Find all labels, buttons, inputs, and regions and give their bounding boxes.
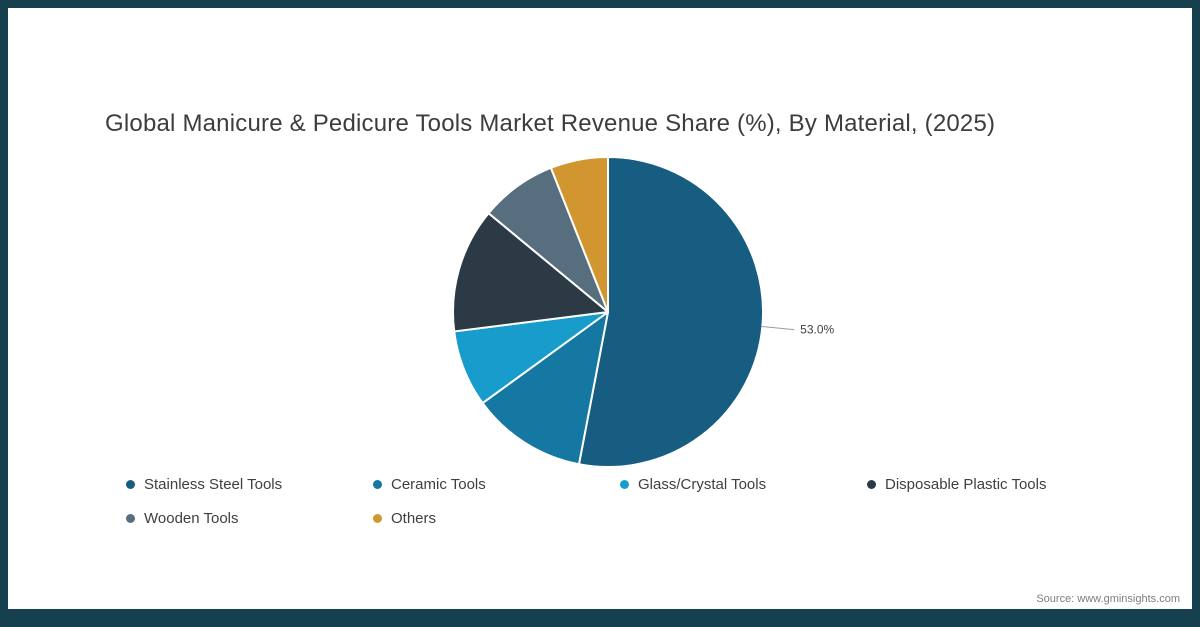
- legend-label: Others: [391, 509, 437, 527]
- legend-dot-wooden-tools: [126, 513, 135, 523]
- legend-item-ceramic-tools: Ceramic Tools: [373, 474, 620, 494]
- callout-leader-line: [761, 325, 795, 331]
- legend-item-others: Others: [373, 508, 620, 528]
- pie-slice-others: [549, 156, 609, 313]
- legend-item-wooden-tools: Wooden Tools: [126, 508, 373, 528]
- pie-slice-ceramic-tools: [481, 311, 609, 466]
- legend-label: Disposable Plastic Tools: [885, 475, 1047, 493]
- legend-dot-glass-crystal-tools: [620, 479, 629, 489]
- legend-label: Stainless Steel Tools: [144, 475, 283, 493]
- legend-item-stainless-steel-tools: Stainless Steel Tools: [126, 474, 373, 494]
- source-note: Source: www.gminsights.com: [1036, 593, 1180, 605]
- chart-title: Global Manicure & Pedicure Tools Market …: [105, 110, 996, 137]
- legend-dot-stainless-steel-tools: [126, 479, 135, 489]
- legend-dot-ceramic-tools: [373, 479, 382, 489]
- legend-dot-others: [373, 513, 382, 523]
- legend-label: Wooden Tools: [144, 509, 239, 527]
- legend-label: Ceramic Tools: [391, 475, 486, 493]
- legend-label: Glass/Crystal Tools: [638, 475, 767, 493]
- legend-item-glass-crystal-tools: Glass/Crystal Tools: [620, 474, 867, 494]
- legend-dot-disposable-plastic-tools: [867, 479, 876, 489]
- legend: Stainless Steel Tools Ceramic Tools Glas…: [126, 474, 1127, 528]
- legend-item-disposable-plastic-tools: Disposable Plastic Tools: [867, 474, 1127, 494]
- pie-chart: 53.0%: [451, 156, 835, 468]
- pie-slice-disposable-plastic-tools: [451, 212, 609, 333]
- slice-value-label: 53.0%: [800, 323, 834, 337]
